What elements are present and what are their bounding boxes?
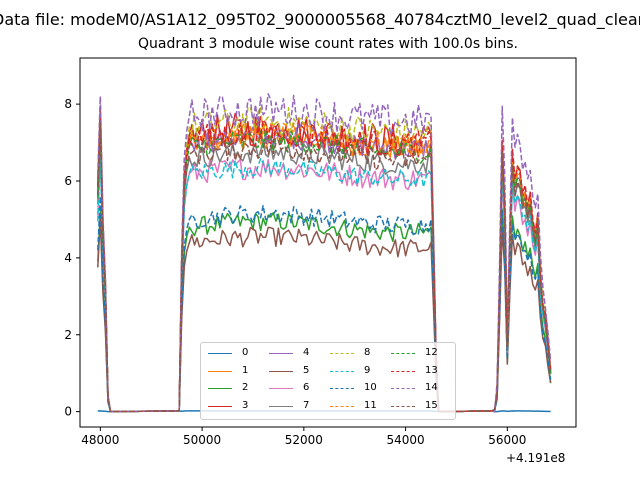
legend-label: 8 (364, 347, 371, 358)
legend-label: 0 (242, 347, 249, 358)
legend-swatch (330, 353, 354, 354)
legend-label: 5 (303, 364, 310, 376)
legend-label: 2 (242, 382, 249, 393)
legend-swatch (269, 353, 293, 354)
legend-label: 6 (303, 382, 310, 393)
legend-label: 15 (425, 399, 438, 411)
legend-swatch (269, 370, 293, 372)
legend-swatch (208, 388, 232, 389)
legend-swatch (391, 370, 415, 372)
legend-label: 13 (425, 364, 438, 376)
legend-label: 7 (303, 399, 310, 411)
legend-swatch (391, 405, 415, 407)
legend-swatch (391, 388, 415, 389)
y-tick-label-4: 4 (64, 251, 72, 265)
plot-frame (79, 57, 577, 428)
legend-label: 11 (364, 399, 377, 411)
legend-label: 10 (364, 382, 377, 393)
legend-swatch (208, 370, 232, 372)
series-line-9 (97, 157, 552, 413)
legend-swatch (330, 388, 354, 389)
legend-label: 1 (242, 364, 249, 376)
legend-label: 9 (364, 364, 371, 376)
series-line-14 (97, 93, 552, 413)
series-line-8 (97, 95, 552, 413)
legend-swatch (208, 405, 232, 407)
legend-label: 4 (303, 347, 310, 358)
x-tick-label-50000: 50000 (183, 433, 221, 447)
chart-title: Quadrant 3 module wise count rates with … (138, 36, 518, 52)
legend-swatch (330, 405, 354, 407)
x-tick-label-48000: 48000 (81, 433, 119, 447)
y-tick-label-6: 6 (64, 174, 72, 188)
figure-suptitle: Data file: modeM0/AS1A12_095T02_90000055… (0, 10, 640, 29)
legend-label: 14 (425, 382, 438, 393)
y-tick-label-0: 0 (64, 405, 72, 419)
x-tick-label-54000: 54000 (386, 433, 424, 447)
legend-label: 3 (242, 399, 249, 411)
legend-swatch (330, 370, 354, 372)
chart-legend: 0 1 2 3 4 5 6 7 8 9 10 11 12 13 14 15 (200, 342, 456, 420)
y-tick-label-2: 2 (64, 328, 72, 342)
legend-swatch (269, 405, 293, 407)
legend-swatch (391, 353, 415, 354)
legend-swatch (269, 388, 293, 389)
y-tick-label-8: 8 (64, 97, 72, 111)
legend-label: 12 (425, 347, 438, 358)
series-line-15 (97, 122, 552, 413)
legend-swatch (208, 353, 232, 354)
x-tick-label-56000: 56000 (488, 433, 526, 447)
x-axis-offset-label: +4.191e8 (506, 451, 566, 465)
x-tick-label-52000: 52000 (285, 433, 323, 447)
